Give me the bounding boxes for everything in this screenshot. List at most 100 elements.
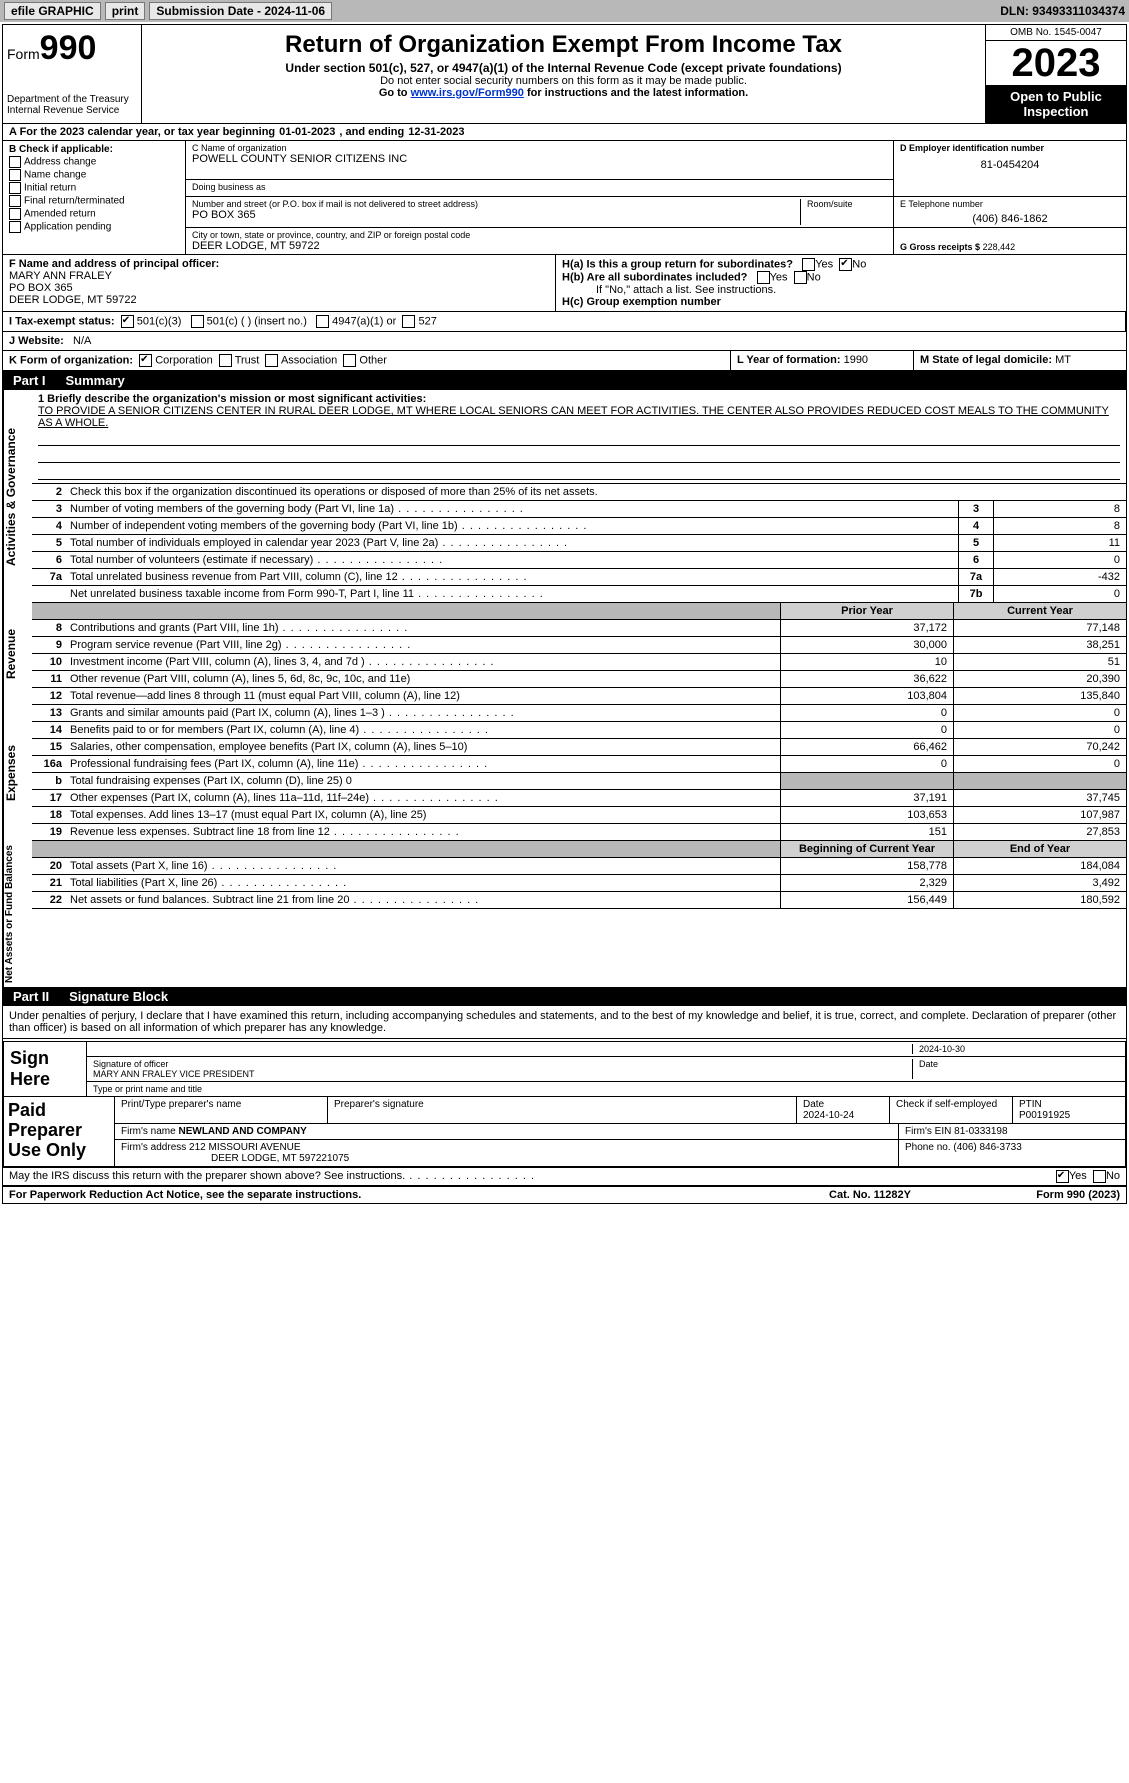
line-17: Other expenses (Part IX, column (A), lin… <box>66 790 780 806</box>
mission-label: 1 Briefly describe the organization's mi… <box>38 393 426 405</box>
phone-label: E Telephone number <box>900 199 983 209</box>
line-11-prior: 36,622 <box>780 671 953 687</box>
line-19: Revenue less expenses. Subtract line 18 … <box>66 824 780 840</box>
checkbox-amended-return[interactable]: Amended return <box>9 208 179 220</box>
checkbox-final-return[interactable]: Final return/terminated <box>9 195 179 207</box>
line-7b: Net unrelated business taxable income fr… <box>66 586 958 602</box>
city-value: DEER LODGE, MT 59722 <box>192 240 320 252</box>
ha-yes-checkbox[interactable] <box>802 258 815 271</box>
line-4: Number of independent voting members of … <box>66 518 958 534</box>
checkbox-application-pending[interactable]: Application pending <box>9 221 179 233</box>
line-20-end: 184,084 <box>953 858 1126 874</box>
tax-year: 2023 <box>986 41 1126 85</box>
checkbox-name-change[interactable]: Name change <box>9 169 179 181</box>
line-7a-value: -432 <box>993 569 1126 585</box>
firm-address-1: 212 MISSOURI AVENUE <box>189 1142 301 1153</box>
line-21-end: 3,492 <box>953 875 1126 891</box>
preparer-name-label: Print/Type preparer's name <box>115 1097 328 1123</box>
line-13-prior: 0 <box>780 705 953 721</box>
line-5-value: 11 <box>993 535 1126 551</box>
street-value: PO BOX 365 <box>192 209 256 221</box>
ha-label: H(a) Is this a group return for subordin… <box>562 258 793 270</box>
line-2: Check this box if the organization disco… <box>66 484 1126 500</box>
city-label: City or town, state or province, country… <box>192 230 470 240</box>
form-990-page: Form990 Department of the Treasury Inter… <box>2 24 1127 1204</box>
self-employed-check[interactable]: Check if self-employed <box>890 1097 1013 1123</box>
print-button[interactable]: print <box>105 2 146 20</box>
line-13-current: 0 <box>953 705 1126 721</box>
line-14-prior: 0 <box>780 722 953 738</box>
line-16a: Professional fundraising fees (Part IX, … <box>66 756 780 772</box>
side-label-netassets: Net Assets or Fund Balances <box>3 841 32 987</box>
preparer-date: 2024-10-24 <box>803 1110 854 1121</box>
dln-label: DLN: 93493311034374 <box>1000 4 1125 18</box>
line-21: Total liabilities (Part X, line 26) <box>66 875 780 891</box>
part-i-header: Part I Summary <box>3 371 1126 390</box>
line-7a: Total unrelated business revenue from Pa… <box>66 569 958 585</box>
firm-phone: (406) 846-3733 <box>953 1142 1021 1153</box>
hc-label: H(c) Group exemption number <box>562 296 721 308</box>
line-3: Number of voting members of the governin… <box>66 501 958 517</box>
checkbox-address-change[interactable]: Address change <box>9 156 179 168</box>
status-501c3-checkbox[interactable] <box>121 315 134 328</box>
toolbar: efile GRAPHIC print Submission Date - 20… <box>0 0 1129 22</box>
line-20: Total assets (Part X, line 16) <box>66 858 780 874</box>
subtitle-3: Go to www.irs.gov/Form990 for instructio… <box>148 87 979 99</box>
gross-receipts-label: G Gross receipts $ <box>900 242 980 252</box>
checkbox-initial-return[interactable]: Initial return <box>9 182 179 194</box>
form-title: Return of Organization Exempt From Incom… <box>148 31 979 59</box>
org-corp-checkbox[interactable] <box>139 354 152 367</box>
website-value: N/A <box>73 335 91 347</box>
line-6: Total number of volunteers (estimate if … <box>66 552 958 568</box>
status-527-checkbox[interactable] <box>402 315 415 328</box>
dba-label: Doing business as <box>192 182 887 192</box>
hb-note: If "No," attach a list. See instructions… <box>562 284 1120 296</box>
discuss-no-checkbox[interactable] <box>1093 1170 1106 1183</box>
year-formation: 1990 <box>844 354 868 366</box>
line-20-begin: 158,778 <box>780 858 953 874</box>
line-15: Salaries, other compensation, employee b… <box>66 739 780 755</box>
inspection-label: Open to Public Inspection <box>986 85 1126 123</box>
org-other-checkbox[interactable] <box>343 354 356 367</box>
org-assoc-checkbox[interactable] <box>265 354 278 367</box>
line-4-value: 8 <box>993 518 1126 534</box>
status-label: I Tax-exempt status: <box>9 315 115 327</box>
line-3-value: 8 <box>993 501 1126 517</box>
status-4947-checkbox[interactable] <box>316 315 329 328</box>
line-8-current: 77,148 <box>953 620 1126 636</box>
line-18-current: 107,987 <box>953 807 1126 823</box>
line-16a-prior: 0 <box>780 756 953 772</box>
line-22-begin: 156,449 <box>780 892 953 908</box>
officer-label: F Name and address of principal officer: <box>9 258 219 270</box>
prior-year-header: Prior Year <box>780 603 953 619</box>
irs-link[interactable]: www.irs.gov/Form990 <box>411 87 524 99</box>
discuss-yes-checkbox[interactable] <box>1056 1170 1069 1183</box>
line-9-prior: 30,000 <box>780 637 953 653</box>
section-b-checkboxes: B Check if applicable: Address change Na… <box>3 141 186 254</box>
line-16b: Total fundraising expenses (Part IX, col… <box>66 773 780 789</box>
efile-label: efile GRAPHIC <box>4 2 101 20</box>
sign-here-label: Sign Here <box>4 1042 87 1096</box>
line-11: Other revenue (Part VIII, column (A), li… <box>66 671 780 687</box>
sign-date: 2024-10-30 <box>912 1044 1119 1054</box>
date-label: Date <box>912 1059 1119 1079</box>
hb-no-checkbox[interactable] <box>794 271 807 284</box>
state-domicile: MT <box>1055 354 1071 366</box>
org-trust-checkbox[interactable] <box>219 354 232 367</box>
status-501c-checkbox[interactable] <box>191 315 204 328</box>
ha-no-checkbox[interactable] <box>839 258 852 271</box>
line-8: Contributions and grants (Part VIII, lin… <box>66 620 780 636</box>
preparer-sig-label: Preparer's signature <box>328 1097 797 1123</box>
submission-date: Submission Date - 2024-11-06 <box>149 2 332 20</box>
ein-label: D Employer identification number <box>900 143 1044 153</box>
hb-yes-checkbox[interactable] <box>757 271 770 284</box>
discuss-text: May the IRS discuss this return with the… <box>9 1170 1056 1183</box>
line-12: Total revenue—add lines 8 through 11 (mu… <box>66 688 780 704</box>
org-name-label: C Name of organization <box>192 143 887 153</box>
org-form-label: K Form of organization: <box>9 354 133 366</box>
current-year-header: Current Year <box>953 603 1126 619</box>
line-18-prior: 103,653 <box>780 807 953 823</box>
line-13: Grants and similar amounts paid (Part IX… <box>66 705 780 721</box>
line-22-end: 180,592 <box>953 892 1126 908</box>
line-7b-value: 0 <box>993 586 1126 602</box>
